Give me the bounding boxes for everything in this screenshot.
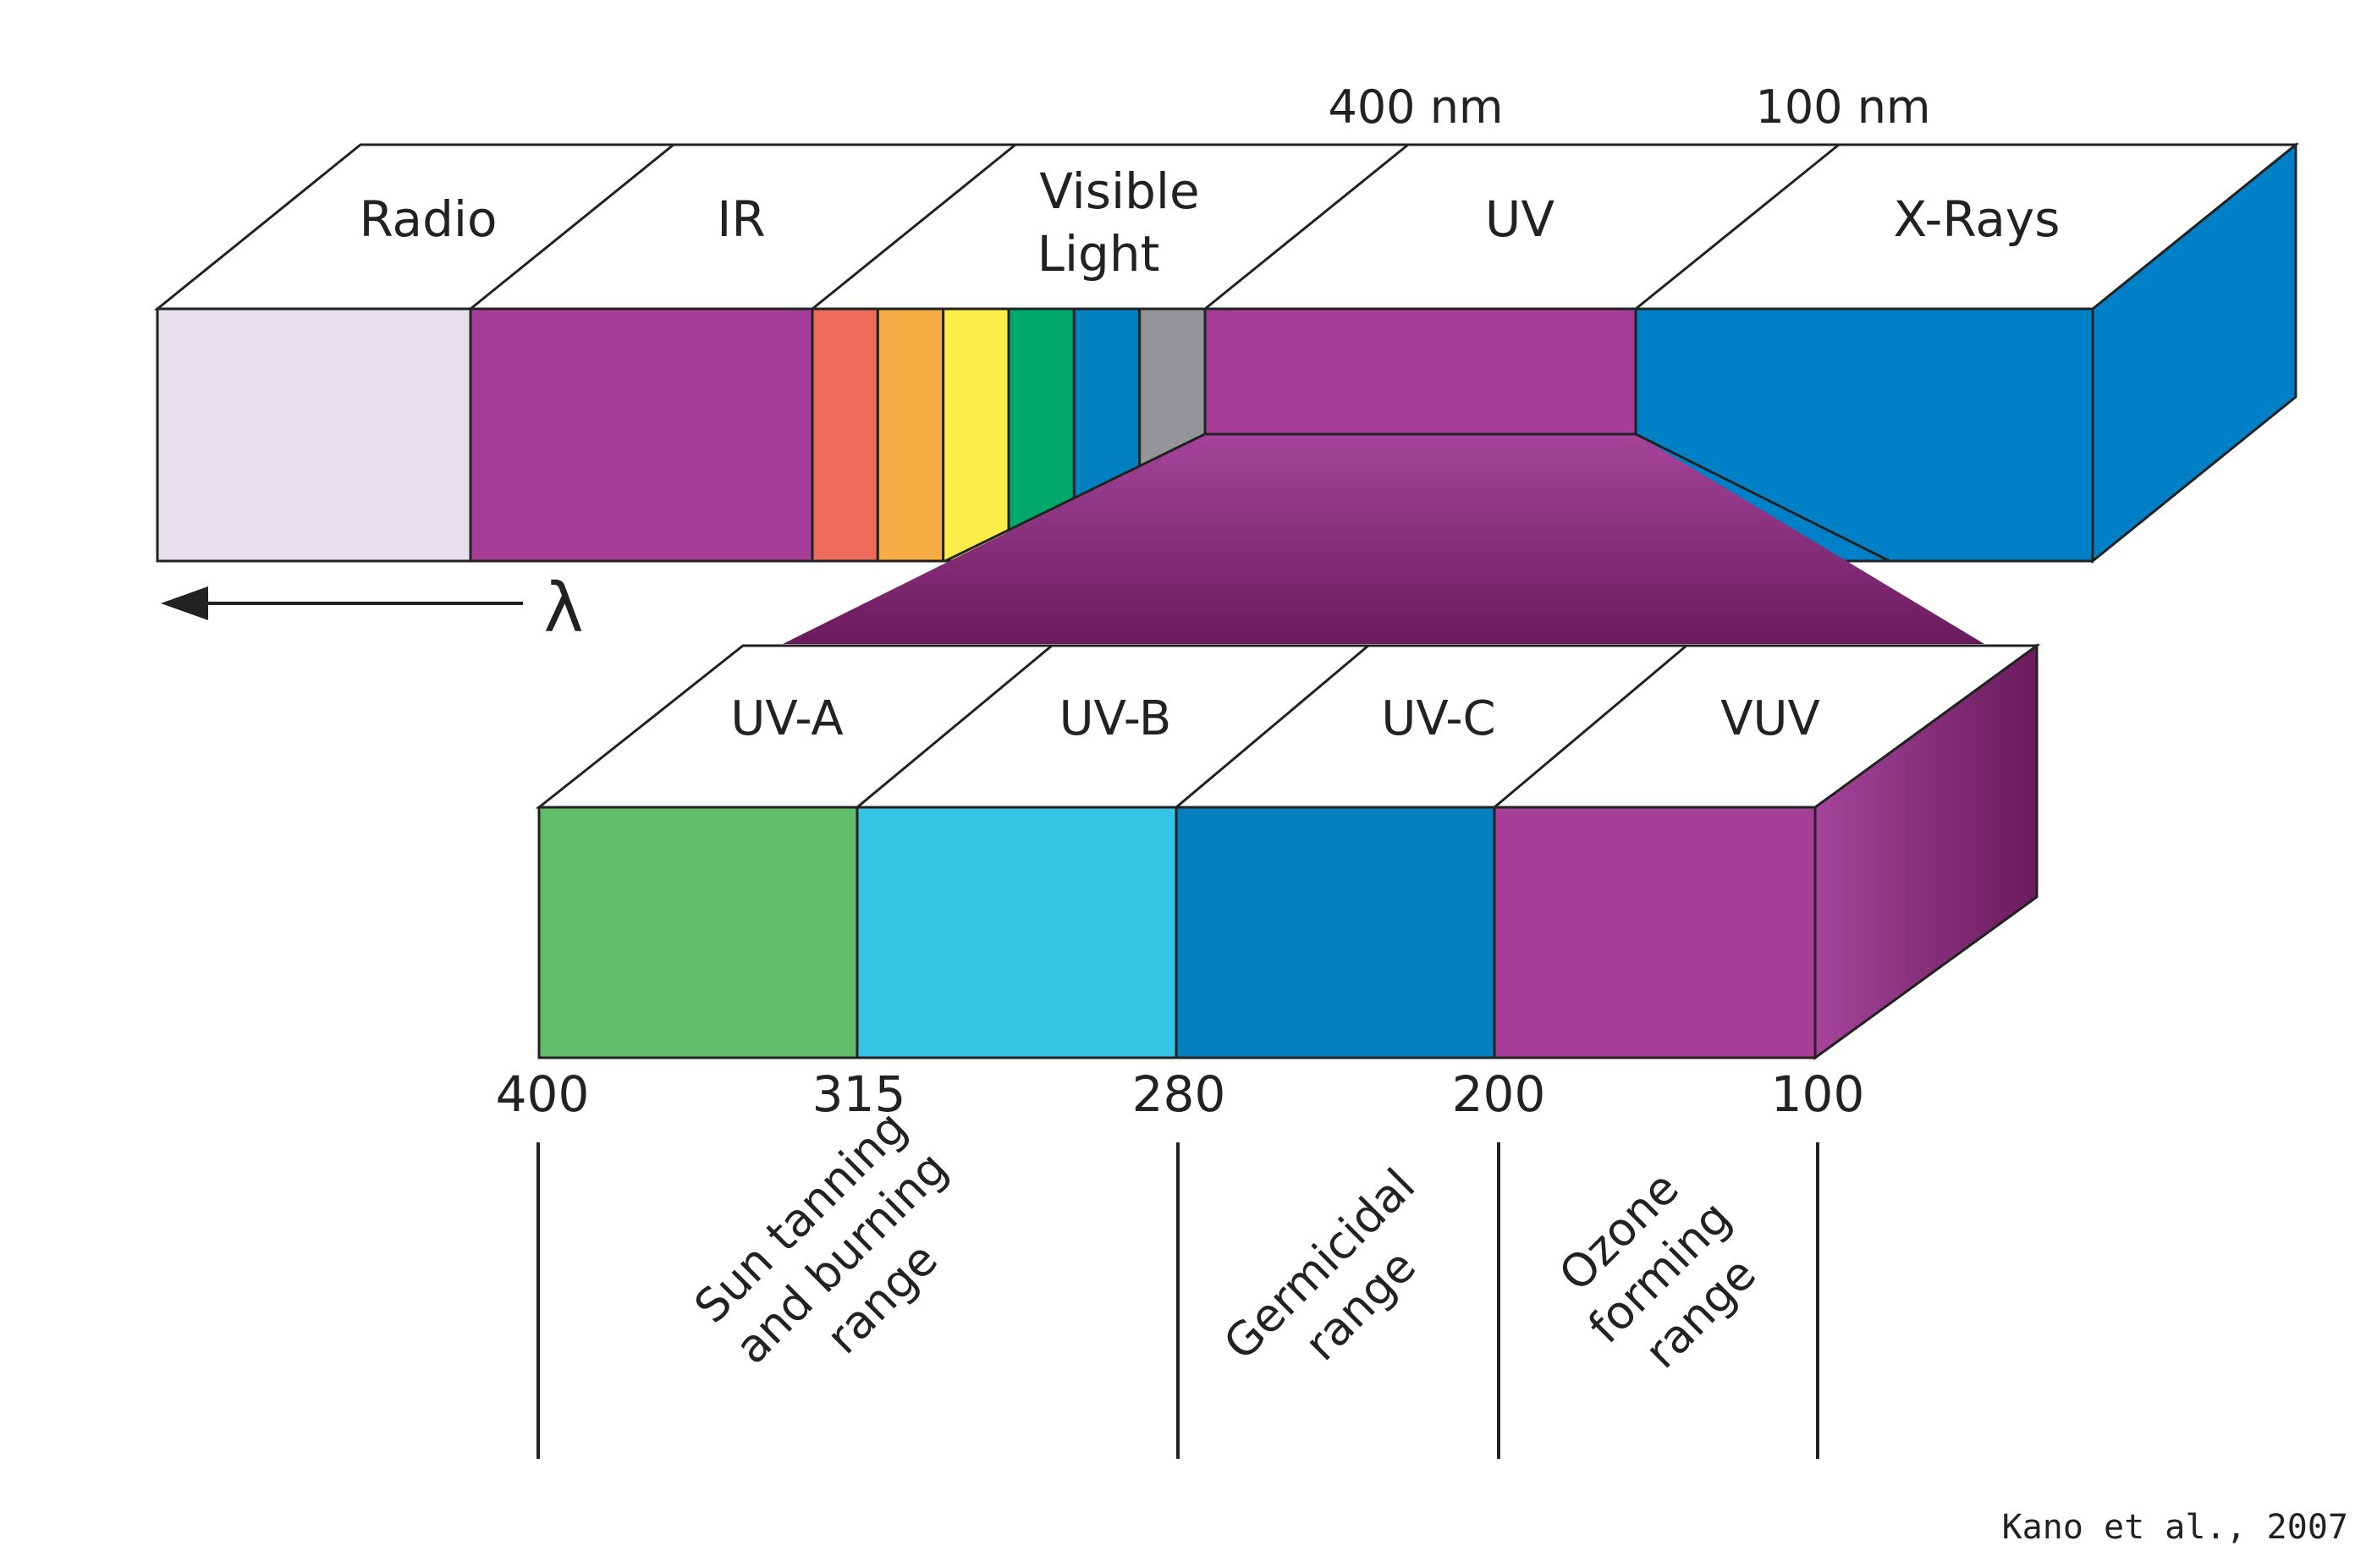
- visible-stripe-yellow: [942, 307, 1010, 563]
- lambda-symbol: λ: [543, 569, 583, 647]
- ozone-range-label: Ozone forming range: [1549, 1161, 1766, 1378]
- uvc-band: [1175, 806, 1496, 1059]
- label-100nm: 100 nm: [1755, 80, 1930, 134]
- label-400nm: 400 nm: [1328, 80, 1503, 134]
- tick-100: 100: [1771, 1065, 1865, 1123]
- tick-200: 200: [1452, 1065, 1546, 1123]
- uv-top-divider-a-b: [856, 644, 1053, 809]
- uvb-band: [856, 806, 1178, 1059]
- arrow-head-icon: [161, 586, 208, 620]
- label-ir: IR: [717, 190, 765, 248]
- label-light: Light: [1037, 225, 1160, 283]
- tick-400: 400: [496, 1065, 590, 1123]
- uv-expansion-connector: [783, 309, 1984, 644]
- label-uvb: UV-B: [1059, 691, 1172, 746]
- vuv-band: [1493, 806, 1817, 1059]
- label-visible: Visible: [1039, 162, 1199, 220]
- label-uva: UV-A: [730, 691, 843, 746]
- uv-top-divider-c-vuv: [1494, 644, 1687, 809]
- sun-tanning-range-label: Sun tanning and burning range: [685, 1101, 958, 1374]
- top-divider-uv-xrays: [1635, 143, 1840, 311]
- radio-band: [156, 307, 472, 563]
- label-uvc: UV-C: [1381, 691, 1495, 746]
- wavelength-arrow: λ: [161, 569, 584, 647]
- tick-315: 315: [812, 1065, 906, 1123]
- germicidal-range-label: Germicidal range: [1213, 1158, 1426, 1371]
- top-divider-radio-ir: [470, 143, 674, 311]
- label-uv: UV: [1485, 190, 1554, 248]
- label-vuv: VUV: [1720, 691, 1820, 746]
- spectrum-bar: [153, 141, 2300, 564]
- visible-stripe-orange: [876, 307, 945, 563]
- source-credit: Kano et al., 2007: [2002, 1508, 2348, 1547]
- top-divider-ir-visible: [812, 143, 1016, 311]
- uv-top-divider-b-c: [1175, 644, 1369, 809]
- ir-band: [469, 307, 814, 563]
- label-xrays: X-Rays: [1894, 190, 2061, 248]
- visible-stripe-red: [811, 307, 879, 563]
- uv-band: [1203, 307, 1637, 436]
- uva-band: [537, 806, 859, 1059]
- label-radio: Radio: [360, 190, 498, 248]
- uv-bar: [535, 643, 2041, 1060]
- tick-280: 280: [1132, 1065, 1226, 1123]
- top-divider-visible-uv: [1204, 143, 1409, 311]
